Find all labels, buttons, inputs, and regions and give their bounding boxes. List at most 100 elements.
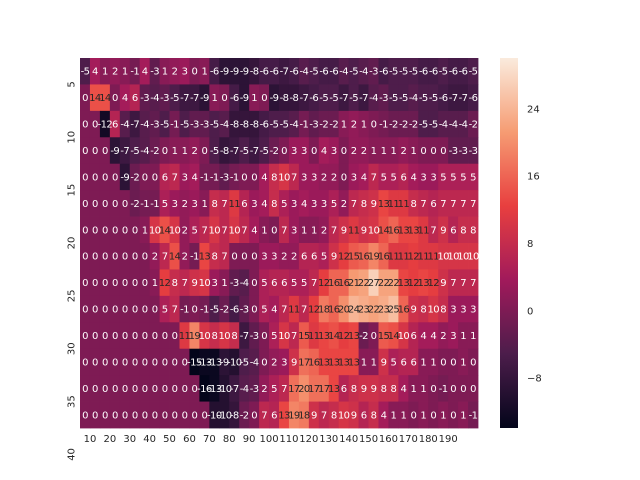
heatmap-cell	[308, 401, 320, 429]
heatmap-cell-value: 0	[440, 146, 446, 157]
heatmap-cell	[308, 84, 320, 112]
heatmap-cell	[139, 243, 151, 270]
heatmap-cell-value: 0	[460, 384, 466, 395]
heatmap-cell	[298, 269, 310, 297]
heatmap-cell	[418, 84, 429, 112]
heatmap-cell-value: -9	[120, 172, 129, 183]
heatmap-cell-value: 8	[361, 199, 367, 210]
x-tick-label: 30	[123, 434, 136, 445]
heatmap-cell	[408, 84, 419, 112]
heatmap-cell-value: 2	[172, 67, 178, 78]
heatmap-cell	[209, 110, 220, 138]
heatmap-cell	[468, 269, 479, 297]
heatmap-cell	[80, 295, 91, 323]
heatmap-cell-value: 0	[122, 252, 128, 263]
heatmap-cell-value: -12	[98, 120, 113, 131]
heatmap-cell	[149, 110, 160, 138]
heatmap-cell	[318, 322, 330, 350]
heatmap-cell	[80, 137, 91, 165]
heatmap-cell-value: 0	[102, 331, 108, 342]
heatmap-cell-value: 3	[291, 146, 297, 157]
heatmap-cell	[109, 269, 121, 297]
heatmap-cell	[378, 190, 389, 217]
heatmap-cell-value: 10	[427, 305, 439, 316]
heatmap-cell-value: 3	[261, 252, 267, 263]
heatmap-cell	[199, 110, 210, 138]
heatmap-cell	[119, 110, 131, 138]
heatmap-cell-value: -5	[240, 357, 249, 368]
heatmap-cell	[388, 58, 399, 85]
heatmap-cell	[408, 216, 419, 244]
heatmap-cell-value: 10	[437, 252, 449, 263]
heatmap-cell	[199, 163, 210, 191]
heatmap-cell	[89, 216, 101, 244]
heatmap-cell-value: 17	[288, 384, 300, 395]
heatmap-cell-value: -7	[280, 67, 289, 78]
heatmap-cell-value: 2	[400, 146, 406, 157]
heatmap-cell	[199, 137, 210, 165]
heatmap-cell	[89, 84, 101, 112]
heatmap-cell	[418, 58, 429, 85]
heatmap-cell-value: -6	[439, 93, 448, 104]
heatmap-cell-value: 0	[112, 172, 118, 183]
heatmap-cell-value: 11	[348, 225, 360, 236]
heatmap-cell-value: 1	[142, 225, 148, 236]
heatmap-cell-value: 18	[318, 305, 330, 316]
heatmap-cell	[308, 295, 320, 323]
heatmap-cell-value: 0	[102, 357, 108, 368]
heatmap-cell	[169, 375, 180, 402]
heatmap-cell	[418, 269, 429, 297]
heatmap-cell	[129, 216, 141, 244]
heatmap-cell	[80, 375, 91, 402]
heatmap-cell-value: 8	[410, 199, 416, 210]
heatmap-cell	[368, 84, 379, 112]
heatmap-cell	[288, 401, 300, 429]
heatmap-cell	[129, 348, 141, 376]
heatmap-cell	[338, 58, 350, 85]
heatmap-cell-value: -6	[429, 67, 438, 78]
heatmap-cell-value: -3	[140, 93, 149, 104]
heatmap-cell-value: 1	[201, 67, 207, 78]
heatmap-cell-value: 5	[440, 172, 446, 183]
heatmap-cell	[119, 137, 131, 165]
heatmap-cell	[249, 216, 260, 244]
heatmap-cell-value: -7	[190, 93, 199, 104]
heatmap-cell	[428, 58, 439, 85]
heatmap-cell-value: -7	[339, 93, 348, 104]
heatmap-cell-value: 2	[182, 252, 188, 263]
heatmap-cell	[398, 322, 409, 350]
x-axis-tick-labels: 10 20 30 40 50 60 70 80 90 100 110 120 130 140 150 160 1…	[84, 434, 458, 445]
heatmap-cell	[169, 269, 180, 297]
heatmap-cell	[119, 243, 131, 270]
heatmap-cell	[99, 216, 111, 244]
heatmap-cell	[259, 163, 270, 191]
heatmap-cell	[408, 137, 419, 165]
heatmap-cell-value: 1	[371, 146, 377, 157]
heatmap-cell-value: 7	[450, 199, 456, 210]
heatmap-cell	[209, 295, 220, 323]
heatmap-cell	[438, 84, 449, 112]
heatmap-cell-value: 11	[228, 199, 240, 210]
heatmap-cell-value: 9	[351, 410, 357, 421]
heatmap-cell	[149, 401, 160, 429]
heatmap-cell	[408, 348, 419, 376]
colorbar-tick-label: 16	[527, 172, 540, 183]
heatmap-cell	[338, 269, 350, 297]
heatmap-cell	[129, 269, 141, 297]
heatmap-cell-value: -1	[130, 67, 139, 78]
heatmap-cell-value: 9	[440, 225, 446, 236]
heatmap-cell	[328, 84, 340, 112]
heatmap-cell	[428, 243, 439, 270]
heatmap-cell-value: 6	[301, 252, 307, 263]
heatmap-cell	[169, 110, 180, 138]
heatmap-cell-value: 0	[231, 252, 237, 263]
heatmap-cell	[318, 190, 330, 217]
heatmap-cell	[239, 375, 250, 402]
heatmap-cell	[279, 137, 290, 165]
heatmap-cell-value: -3	[160, 93, 169, 104]
heatmap-cell-value: 10	[199, 331, 211, 342]
heatmap-cell	[219, 110, 230, 138]
heatmap-cell-value: -3	[190, 120, 199, 131]
heatmap-cell	[249, 84, 260, 112]
heatmap-cell	[269, 375, 280, 402]
